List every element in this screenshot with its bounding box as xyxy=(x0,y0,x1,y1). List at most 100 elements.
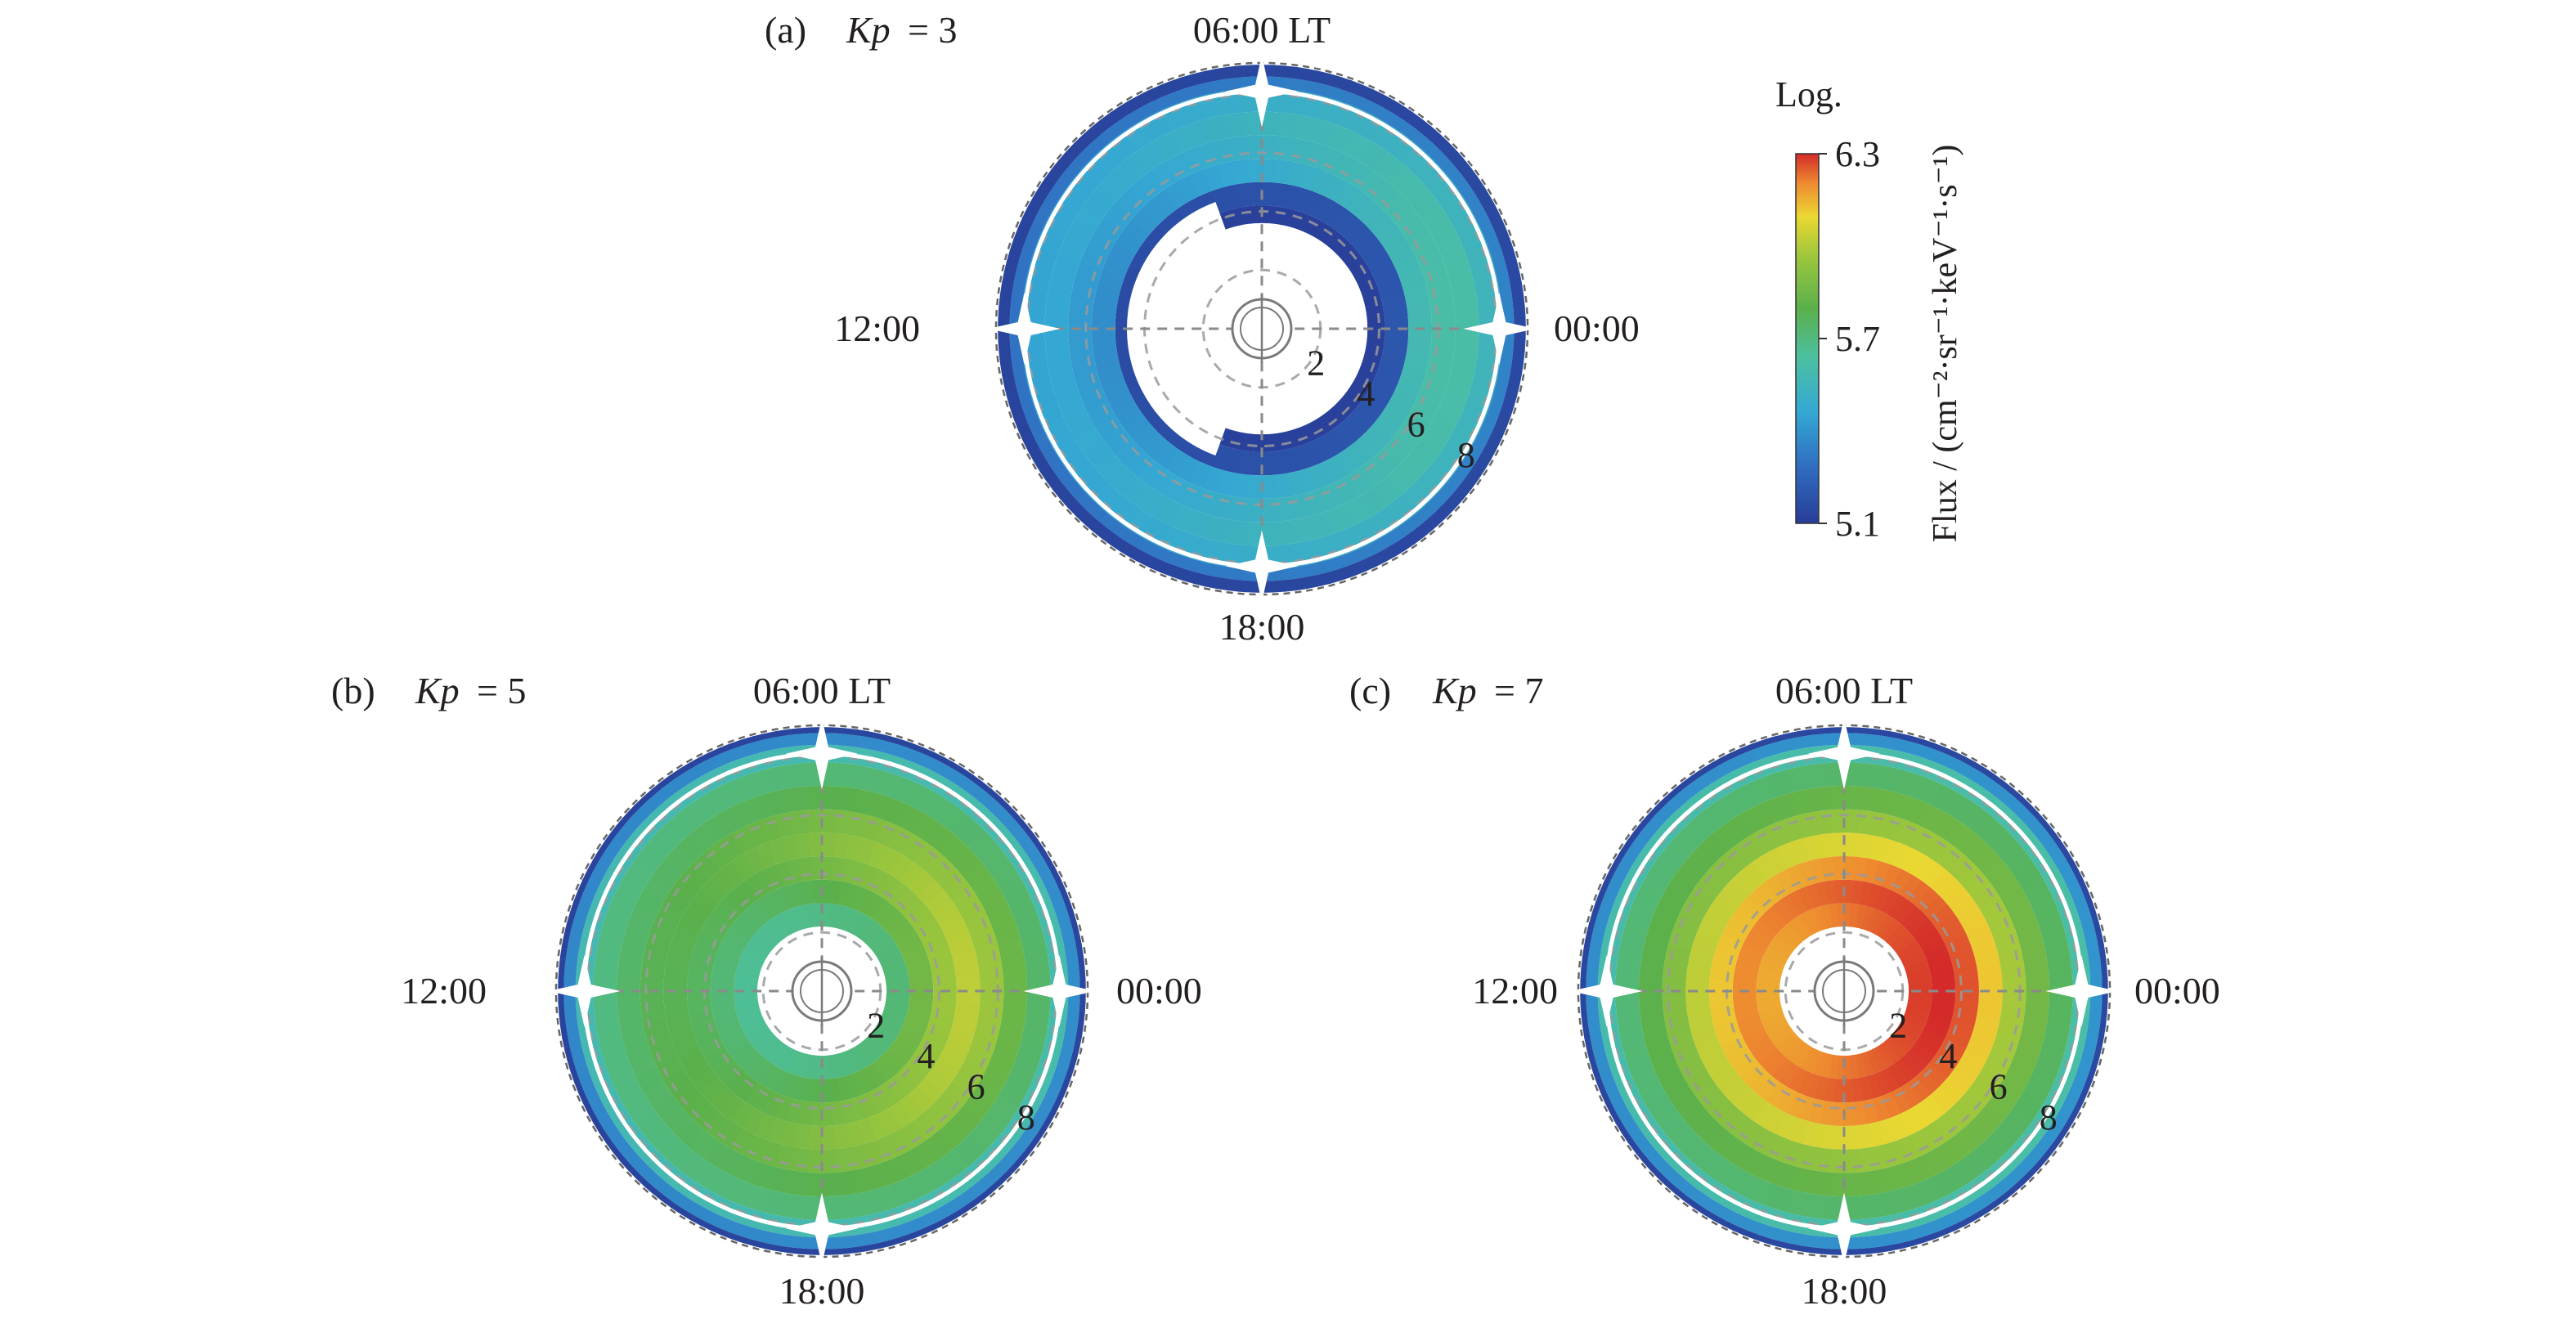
heatmap-cell xyxy=(1137,170,1165,200)
heatmap-cell xyxy=(1757,880,1780,906)
heatmap-cell xyxy=(931,1214,955,1231)
heatmap-cell xyxy=(1454,308,1479,329)
heatmap-cell xyxy=(765,1067,785,1092)
heatmap-cell xyxy=(864,736,889,753)
heatmap-cell xyxy=(1261,158,1277,183)
heatmap-cell xyxy=(1733,904,1759,928)
heatmap-cell xyxy=(1372,476,1402,507)
heatmap-cell xyxy=(730,1101,756,1129)
heatmap-cell xyxy=(1116,110,1142,132)
heatmap-cell xyxy=(880,1012,905,1029)
heatmap-cell xyxy=(1446,465,1470,491)
heatmap-cell xyxy=(794,1124,811,1150)
heatmap-cell xyxy=(1891,1087,1913,1114)
heatmap-cell xyxy=(1044,309,1070,330)
heatmap-cell xyxy=(605,1139,626,1162)
heatmap-cell xyxy=(1493,262,1510,287)
heatmap-cell xyxy=(1356,234,1382,258)
heatmap-cell xyxy=(909,1168,937,1199)
heatmap-cell xyxy=(725,1034,751,1056)
heatmap-cell xyxy=(1641,938,1669,961)
heatmap-cell xyxy=(624,1149,648,1175)
heatmap-cell xyxy=(1001,1006,1027,1027)
heatmap-cell xyxy=(1707,1058,1735,1083)
heatmap-cell xyxy=(967,1122,999,1153)
heatmap-cell xyxy=(945,1192,972,1215)
heatmap-cell xyxy=(674,803,704,835)
heatmap-cell xyxy=(1692,1202,1717,1221)
heatmap-cell xyxy=(978,843,1010,873)
heatmap-cell xyxy=(743,1053,766,1077)
heatmap-cell xyxy=(882,960,907,975)
heatmap-cell xyxy=(1615,1119,1634,1144)
heatmap-cell xyxy=(2000,843,2032,873)
heatmap-cell xyxy=(1406,340,1432,359)
heatmap-cell xyxy=(1901,847,1923,875)
heatmap-cell xyxy=(730,1128,756,1156)
heatmap-cell xyxy=(1392,425,1421,454)
heatmap-cell xyxy=(730,919,755,941)
heatmap-cell xyxy=(909,1224,935,1240)
heatmap-cell xyxy=(745,1023,770,1043)
heatmap-cell xyxy=(1787,1040,1807,1064)
heatmap-cell xyxy=(1363,536,1389,558)
lt-label-top: 06:00 LT xyxy=(1193,9,1331,51)
lt-label-left: 12:00 xyxy=(1472,970,1558,1012)
heatmap-cell xyxy=(744,820,768,848)
heatmap-cell xyxy=(1797,1245,1823,1254)
heatmap-cell xyxy=(1771,934,1795,954)
heatmap-cell xyxy=(1306,217,1324,238)
heatmap-cell xyxy=(1965,1081,1994,1108)
heatmap-cell xyxy=(1673,1045,1701,1069)
heatmap-cell xyxy=(1893,934,1917,954)
heatmap-cell xyxy=(1581,944,1591,970)
heatmap-cell xyxy=(731,1233,756,1247)
heatmap-cell xyxy=(1932,1224,1957,1240)
heatmap-cell xyxy=(1356,432,1383,460)
heatmap-cell xyxy=(2042,1025,2070,1051)
heatmap-cell xyxy=(2041,1138,2062,1161)
heatmap-cell xyxy=(1894,900,1916,924)
heatmap-cell xyxy=(1408,231,1438,258)
heatmap-cell xyxy=(1823,762,1844,787)
radial-tick-label: 4 xyxy=(1939,1036,1957,1076)
heatmap-cell xyxy=(1383,303,1408,318)
heatmap-cell xyxy=(764,864,784,891)
heatmap-cell xyxy=(1064,1057,1078,1082)
heatmap-cell xyxy=(2036,1043,2066,1070)
heatmap-cell xyxy=(1347,467,1374,497)
heatmap-cell xyxy=(663,977,688,992)
heatmap-cell xyxy=(2081,923,2098,949)
heatmap-cell xyxy=(1386,464,1416,496)
heatmap-cell xyxy=(1129,89,1156,111)
heatmap-cell xyxy=(623,921,652,945)
heatmap-cell xyxy=(1169,504,1196,533)
heatmap-cell xyxy=(922,933,949,953)
heatmap-cell xyxy=(1860,763,1884,789)
heatmap-cell xyxy=(1732,1086,1758,1113)
heatmap-cell xyxy=(1706,900,1734,925)
heatmap-cell xyxy=(1332,423,1357,449)
heatmap-cell xyxy=(1386,494,1417,526)
heatmap-cell xyxy=(1313,435,1336,462)
heatmap-cell xyxy=(894,1034,919,1056)
heatmap-cell xyxy=(1134,100,1160,121)
heatmap-cell xyxy=(1906,1047,1930,1070)
heatmap-cell xyxy=(736,1048,761,1070)
heatmap-cell xyxy=(832,832,850,859)
heatmap-cell xyxy=(653,1095,684,1124)
heatmap-cell xyxy=(1136,141,1165,171)
heatmap-cell xyxy=(1734,1006,1760,1021)
heatmap-cell xyxy=(843,1233,868,1249)
heatmap-cell xyxy=(606,894,636,922)
heatmap-cell xyxy=(1947,756,1973,778)
heatmap-cell xyxy=(767,1118,788,1145)
heatmap-cell xyxy=(1628,894,1658,922)
heatmap-cell xyxy=(821,809,838,834)
heatmap-cell xyxy=(979,887,1008,915)
satellite-marker xyxy=(1570,955,1643,1027)
heatmap-cell xyxy=(1431,150,1456,174)
heatmap-cell xyxy=(1595,1079,1611,1104)
heatmap-cell xyxy=(887,735,913,749)
heatmap-cell xyxy=(1117,525,1142,548)
